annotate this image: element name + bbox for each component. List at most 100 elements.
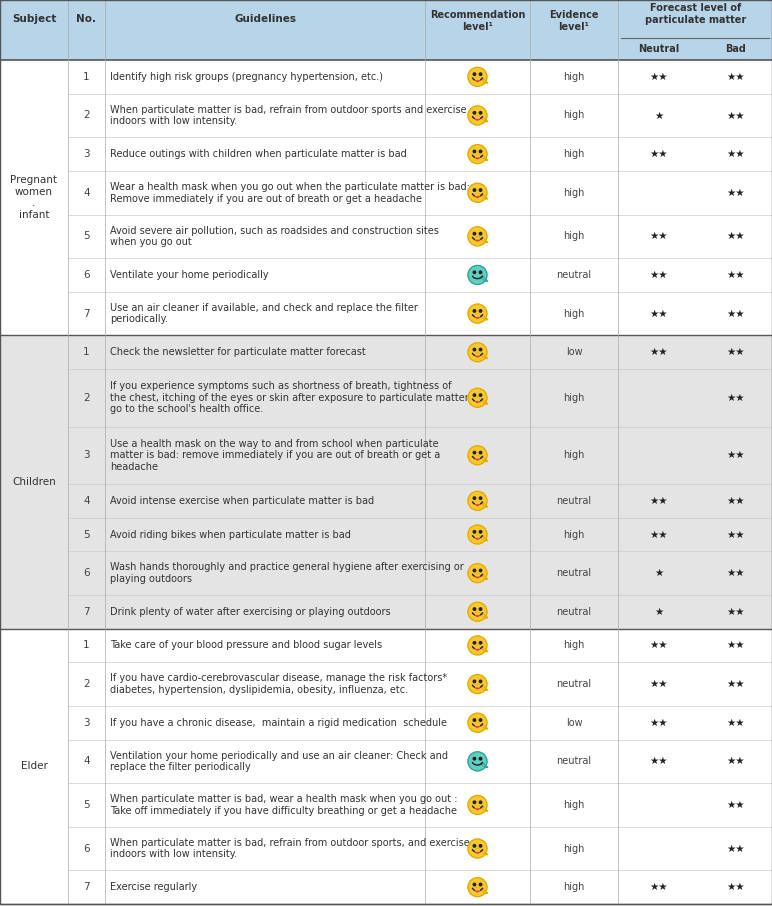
Text: 3: 3 (83, 149, 90, 159)
Text: If you experience symptoms such as shortness of breath, tightness of
the chest, : If you experience symptoms such as short… (110, 381, 472, 414)
Circle shape (476, 194, 479, 198)
Text: Avoid severe air pollution, such as roadsides and construction sites
when you go: Avoid severe air pollution, such as road… (110, 226, 438, 247)
Circle shape (468, 183, 487, 202)
Text: ★★: ★★ (726, 718, 745, 728)
Circle shape (476, 155, 479, 159)
Text: ★★: ★★ (650, 270, 668, 280)
Text: Take care of your blood pressure and blood sugar levels: Take care of your blood pressure and blo… (110, 641, 382, 651)
Circle shape (468, 145, 487, 164)
Polygon shape (480, 457, 488, 461)
Text: Pregnant
women
.
infant: Pregnant women . infant (11, 175, 57, 220)
Wedge shape (476, 116, 479, 118)
Text: high: high (564, 188, 584, 198)
Text: 6: 6 (83, 843, 90, 853)
Text: high: high (564, 72, 584, 82)
Circle shape (476, 573, 479, 578)
Circle shape (468, 67, 487, 86)
Circle shape (476, 535, 479, 539)
Polygon shape (480, 646, 488, 651)
Text: 2: 2 (83, 111, 90, 120)
Circle shape (468, 713, 487, 732)
Text: ★★: ★★ (726, 607, 745, 617)
Circle shape (473, 233, 476, 235)
Text: Ventilation your home periodically and use an air cleaner: Check and
replace the: Ventilation your home periodically and u… (110, 750, 448, 772)
Wedge shape (476, 646, 479, 648)
Circle shape (479, 451, 482, 454)
Bar (0, 335, 772, 629)
Polygon shape (480, 194, 488, 199)
Circle shape (479, 233, 482, 235)
Text: high: high (564, 529, 584, 539)
Circle shape (468, 389, 487, 408)
Text: ★★: ★★ (726, 347, 745, 357)
Text: Exercise regularly: Exercise regularly (110, 882, 197, 892)
Circle shape (473, 111, 476, 114)
Polygon shape (480, 117, 488, 121)
Text: ★★: ★★ (726, 149, 745, 159)
Text: 1: 1 (83, 641, 90, 651)
Circle shape (473, 883, 476, 886)
Circle shape (479, 310, 482, 313)
Circle shape (468, 636, 487, 655)
Circle shape (479, 801, 482, 804)
Text: ★★: ★★ (650, 231, 668, 241)
Circle shape (468, 878, 487, 897)
Polygon shape (480, 399, 488, 404)
Text: 1: 1 (83, 347, 90, 357)
Circle shape (473, 641, 476, 644)
Text: 6: 6 (83, 270, 90, 280)
Text: high: high (564, 231, 584, 241)
Text: ★★: ★★ (726, 680, 745, 689)
Circle shape (479, 569, 482, 572)
Text: ★★: ★★ (726, 309, 745, 319)
Text: ★★: ★★ (650, 718, 668, 728)
Text: 5: 5 (83, 231, 90, 241)
Text: ★★: ★★ (726, 496, 745, 506)
Circle shape (479, 680, 482, 682)
Circle shape (473, 348, 476, 351)
Text: ★: ★ (655, 568, 663, 578)
Text: ★★: ★★ (726, 800, 745, 810)
Circle shape (476, 456, 479, 460)
Text: When particulate matter is bad, refrain from outdoor sports and exercise
indoors: When particulate matter is bad, refrain … (110, 105, 466, 126)
Circle shape (468, 446, 487, 465)
Text: ★★: ★★ (726, 843, 745, 853)
Text: high: high (564, 450, 584, 460)
Circle shape (473, 271, 476, 274)
Circle shape (473, 394, 476, 396)
Text: Reduce outings with children when particulate matter is bad: Reduce outings with children when partic… (110, 149, 407, 159)
Wedge shape (476, 456, 479, 458)
Text: ★★: ★★ (650, 347, 668, 357)
Circle shape (473, 844, 476, 847)
Text: Avoid riding bikes when particulate matter is bad: Avoid riding bikes when particulate matt… (110, 529, 350, 539)
Circle shape (473, 608, 476, 611)
Wedge shape (476, 353, 479, 355)
Text: Subject: Subject (12, 14, 56, 24)
Text: Children: Children (12, 477, 56, 487)
Text: Wear a health mask when you go out when the particulate matter is bad:
Remove im: Wear a health mask when you go out when … (110, 182, 470, 204)
Text: 6: 6 (83, 568, 90, 578)
Text: 2: 2 (83, 680, 90, 689)
Circle shape (476, 502, 479, 506)
Text: ★★: ★★ (650, 882, 668, 892)
Text: high: high (564, 149, 584, 159)
Text: neutral: neutral (557, 607, 591, 617)
Text: ★★: ★★ (726, 188, 745, 198)
Circle shape (473, 73, 476, 75)
Text: Elder: Elder (21, 761, 47, 771)
Text: Bad: Bad (725, 44, 747, 54)
Wedge shape (476, 888, 479, 890)
Circle shape (476, 646, 479, 650)
Text: high: high (564, 309, 584, 319)
Circle shape (468, 304, 487, 323)
Text: ★★: ★★ (726, 111, 745, 120)
Text: 3: 3 (83, 718, 90, 728)
Wedge shape (476, 573, 479, 576)
Circle shape (476, 78, 479, 82)
Wedge shape (476, 155, 479, 157)
Wedge shape (476, 685, 479, 687)
Circle shape (473, 188, 476, 191)
Circle shape (476, 805, 479, 809)
Polygon shape (480, 806, 488, 811)
Text: ★★: ★★ (726, 882, 745, 892)
